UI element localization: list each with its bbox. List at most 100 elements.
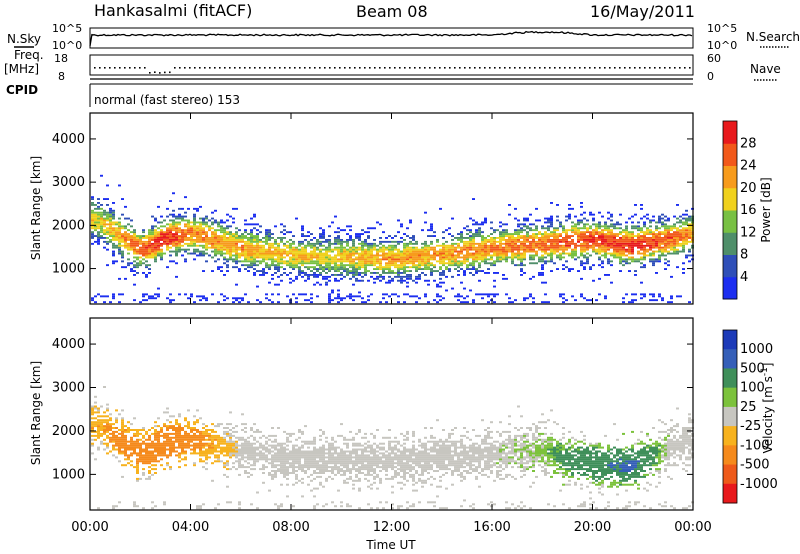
power-cell bbox=[505, 231, 508, 234]
velocity-cell bbox=[157, 450, 160, 453]
power-cell bbox=[541, 227, 544, 230]
velocity-cell bbox=[238, 454, 241, 457]
power-cell bbox=[649, 248, 652, 251]
power-cell bbox=[328, 297, 331, 300]
power-cell bbox=[484, 239, 487, 241]
velocity-cell bbox=[259, 446, 262, 449]
velocity-cell bbox=[118, 450, 121, 453]
power-cell bbox=[136, 242, 139, 245]
power-cell bbox=[664, 233, 667, 235]
power-cell bbox=[682, 237, 685, 239]
velocity-cell bbox=[169, 440, 172, 443]
power-cell bbox=[607, 260, 610, 263]
velocity-cell bbox=[199, 434, 202, 437]
power-cell bbox=[109, 301, 112, 304]
power-cell bbox=[367, 279, 370, 282]
power-cell bbox=[646, 239, 649, 241]
power-cell bbox=[157, 248, 160, 251]
velocity-cell bbox=[262, 444, 265, 447]
power-cell bbox=[511, 244, 514, 247]
velocity-cell bbox=[259, 468, 262, 471]
power-cell bbox=[559, 256, 562, 259]
nave-point bbox=[399, 67, 401, 69]
power-cell bbox=[379, 254, 382, 257]
power-cell bbox=[331, 258, 334, 261]
velocity-cell bbox=[313, 472, 316, 474]
power-cell bbox=[328, 256, 331, 259]
velocity-cell bbox=[298, 436, 301, 439]
power-cell bbox=[259, 239, 262, 241]
power-cell bbox=[487, 240, 490, 243]
power-cell bbox=[652, 264, 655, 267]
power-cell bbox=[265, 229, 268, 232]
velocity-cell bbox=[289, 432, 292, 435]
power-cell bbox=[169, 246, 172, 249]
power-cell bbox=[400, 250, 403, 253]
power-cell bbox=[595, 223, 598, 226]
power-cell bbox=[658, 242, 661, 245]
power-cell bbox=[553, 231, 556, 234]
noise-sky-series bbox=[89, 30, 693, 47]
power-cell bbox=[268, 235, 271, 237]
nave-point bbox=[409, 67, 411, 69]
power-cell bbox=[172, 221, 175, 224]
power-cell bbox=[154, 244, 157, 247]
power-cell bbox=[640, 256, 643, 259]
velocity-cell bbox=[145, 438, 148, 441]
power-cell bbox=[358, 237, 361, 239]
power-cell bbox=[373, 244, 376, 247]
power-cell bbox=[118, 225, 121, 228]
velocity-cell bbox=[274, 458, 277, 461]
velocity-cell bbox=[169, 421, 172, 424]
velocity-cell bbox=[277, 442, 280, 445]
power-cell bbox=[265, 258, 268, 261]
nave-point bbox=[214, 67, 216, 69]
velocity-cell bbox=[94, 421, 97, 424]
power-cell bbox=[91, 227, 94, 230]
power-cell bbox=[349, 293, 352, 296]
power-cell bbox=[565, 219, 568, 222]
power-cell bbox=[655, 272, 658, 274]
power-cell bbox=[466, 295, 469, 298]
power-cell bbox=[133, 299, 136, 302]
nave-point bbox=[554, 67, 556, 69]
power-cell bbox=[424, 293, 427, 296]
power-cell bbox=[517, 246, 520, 249]
power-cell bbox=[328, 301, 331, 304]
power-cell bbox=[346, 274, 349, 276]
power-cell bbox=[538, 233, 541, 235]
velocity-cell bbox=[274, 473, 277, 476]
velocity-cell bbox=[124, 448, 127, 451]
power-cell bbox=[211, 237, 214, 239]
power-cell bbox=[340, 258, 343, 261]
power-cell bbox=[655, 250, 658, 253]
power-cell bbox=[247, 239, 250, 241]
power-cell bbox=[121, 233, 124, 235]
power-cell bbox=[631, 233, 634, 235]
power-cell bbox=[661, 252, 664, 255]
velocity-cell bbox=[304, 458, 307, 461]
power-cell bbox=[358, 258, 361, 261]
power-cell bbox=[682, 227, 685, 230]
power-cell bbox=[463, 246, 466, 249]
power-cell bbox=[301, 233, 304, 235]
power-cell bbox=[184, 258, 187, 261]
power-cell bbox=[682, 268, 685, 270]
power-cell bbox=[496, 293, 499, 296]
power-cell bbox=[91, 202, 94, 204]
power-cell bbox=[163, 219, 166, 222]
velocity-cell bbox=[184, 450, 187, 453]
power-cell bbox=[391, 264, 394, 267]
power-cell bbox=[610, 215, 613, 218]
power-cell bbox=[337, 301, 340, 304]
velocity-cell bbox=[148, 456, 151, 459]
power-cell bbox=[244, 244, 247, 247]
power-cell bbox=[151, 231, 154, 234]
velocity-cell bbox=[193, 438, 196, 441]
power-cell bbox=[199, 244, 202, 247]
nave-point bbox=[659, 67, 661, 69]
power-cell bbox=[223, 246, 226, 249]
power-cell bbox=[544, 239, 547, 241]
power-cell bbox=[352, 248, 355, 251]
power-cell bbox=[523, 237, 526, 239]
